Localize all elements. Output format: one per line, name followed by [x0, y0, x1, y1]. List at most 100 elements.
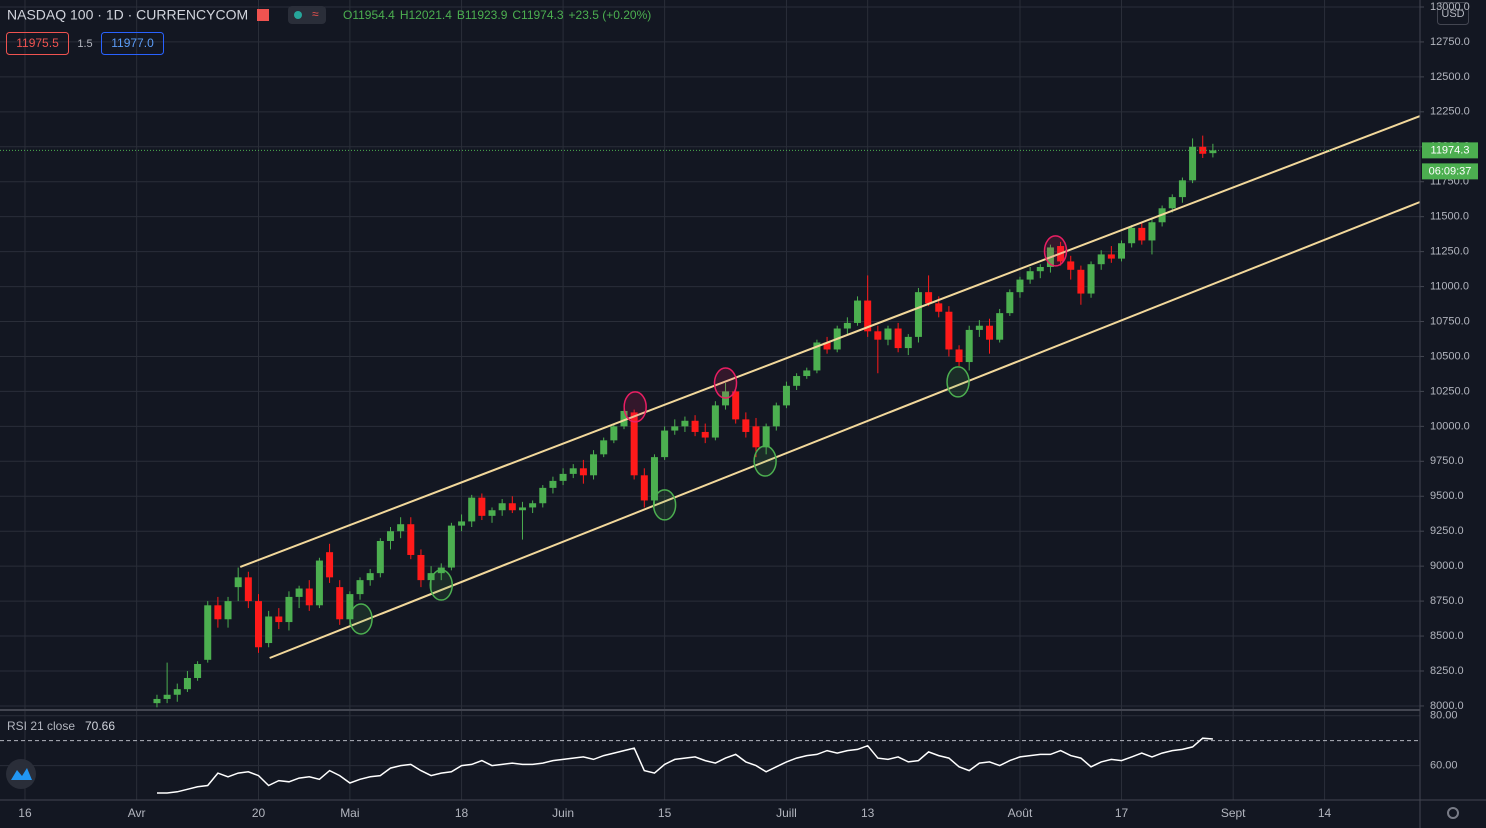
candle-body	[945, 311, 953, 350]
flag-icon[interactable]	[257, 9, 269, 21]
market-status	[294, 11, 302, 19]
candle-body	[163, 694, 171, 699]
candle-body	[254, 601, 262, 648]
y-tick-label: 12750.0	[1430, 36, 1470, 48]
trendline	[269, 201, 1421, 659]
candle-body	[447, 525, 455, 568]
x-tick-label: Avr	[128, 806, 146, 820]
candle-body	[732, 391, 740, 420]
candle-body	[569, 468, 577, 474]
data-status: ≈	[312, 7, 319, 21]
candle-body	[173, 689, 181, 695]
countdown-box	[1422, 163, 1478, 180]
candle-body	[1128, 227, 1136, 244]
y-tick-label: 8500.0	[1430, 630, 1464, 642]
y-tick-label: 12500.0	[1430, 71, 1470, 83]
candle-body	[701, 431, 709, 438]
y-tick-label: 9250.0	[1430, 525, 1464, 537]
highlight	[429, 569, 453, 601]
rsi-value: 70.66	[85, 719, 115, 733]
candle-body	[356, 580, 364, 595]
candle-body	[894, 328, 902, 349]
candle-body	[955, 349, 963, 363]
candle-body	[590, 454, 598, 476]
logo[interactable]	[6, 759, 36, 789]
candle-body	[803, 370, 811, 377]
candle-body	[1199, 146, 1207, 154]
candle-body	[183, 677, 191, 690]
candle-body	[772, 405, 780, 427]
y-tick-label: 9000.0	[1430, 560, 1464, 572]
candle-body	[965, 329, 973, 363]
candle-body	[275, 616, 283, 623]
highlight	[349, 603, 373, 635]
y-tick-label: 10750.0	[1430, 315, 1470, 327]
highlight	[652, 489, 677, 521]
candle-body	[498, 503, 506, 511]
y-tick-label: 8750.0	[1430, 595, 1464, 607]
candle-body	[224, 601, 232, 620]
x-tick-label: 16	[18, 806, 32, 820]
x-tick-label: 18	[455, 806, 469, 820]
candle-body	[874, 331, 882, 340]
candle-body	[620, 410, 628, 427]
candle-body	[752, 426, 760, 448]
candle-body	[681, 420, 689, 427]
candle-body	[478, 497, 486, 516]
ask-box[interactable]	[101, 32, 164, 55]
rsi-line	[157, 737, 1213, 794]
candle-body	[285, 596, 293, 623]
highlight	[1043, 235, 1068, 267]
last-price: 11974.3	[1431, 144, 1470, 156]
symbol[interactable]: NASDAQ 100 · 1D · CURRENCYCOM	[7, 7, 248, 23]
y-tick-label: 9500.0	[1430, 490, 1464, 502]
candle-body	[864, 300, 872, 332]
candle-body	[194, 664, 202, 678]
candle-body	[610, 426, 618, 441]
highlight	[623, 391, 647, 423]
x-tick-label: Sept	[1221, 806, 1246, 820]
candle-body	[153, 698, 161, 704]
y-tick-label: 8250.0	[1430, 665, 1464, 677]
candle-body	[529, 503, 537, 508]
candle-body	[518, 507, 526, 511]
plot	[0, 115, 1421, 794]
ohlc-legend: O11954.4 H12021.4 B11923.9 C11974.3 +23.5 (+…	[343, 8, 651, 22]
x-tick-label: Juill	[776, 806, 797, 820]
candle-body	[417, 554, 425, 581]
candle-body	[1107, 254, 1115, 259]
candle-body	[935, 303, 943, 312]
settings-icon[interactable]	[1447, 807, 1459, 819]
currency-button[interactable]	[1437, 2, 1469, 25]
rsi-tick-label: 60.00	[1430, 760, 1458, 772]
bid-box[interactable]	[6, 32, 69, 55]
candle-body	[742, 419, 750, 432]
candle-body	[640, 475, 648, 501]
ohlc-value: C11974.3	[512, 8, 563, 22]
candle-body	[366, 573, 374, 581]
candle-body	[458, 521, 466, 526]
candle-body	[925, 292, 933, 304]
status-pill[interactable]	[288, 6, 326, 24]
candle-body	[1036, 267, 1044, 272]
candle-body	[904, 336, 912, 349]
trendline	[239, 115, 1421, 568]
candle-body	[1168, 197, 1176, 209]
ohlc-value: +23.5 (+0.20%)	[569, 8, 652, 22]
candle-body	[1178, 180, 1186, 198]
candle-body	[975, 325, 983, 330]
candle-body	[579, 468, 587, 476]
candle-body	[508, 503, 516, 511]
candle-body	[650, 457, 658, 501]
candle-body	[1209, 150, 1217, 154]
ask: 11977.0	[111, 36, 154, 50]
candle-body	[336, 587, 344, 620]
candle-body	[407, 524, 415, 555]
candle-body	[265, 616, 273, 644]
y-tick-label: 10000.0	[1430, 420, 1470, 432]
ohlc-value: H12021.4	[400, 8, 452, 22]
candle-body	[204, 605, 212, 660]
candle-body	[711, 405, 719, 438]
candle-body	[427, 573, 435, 581]
